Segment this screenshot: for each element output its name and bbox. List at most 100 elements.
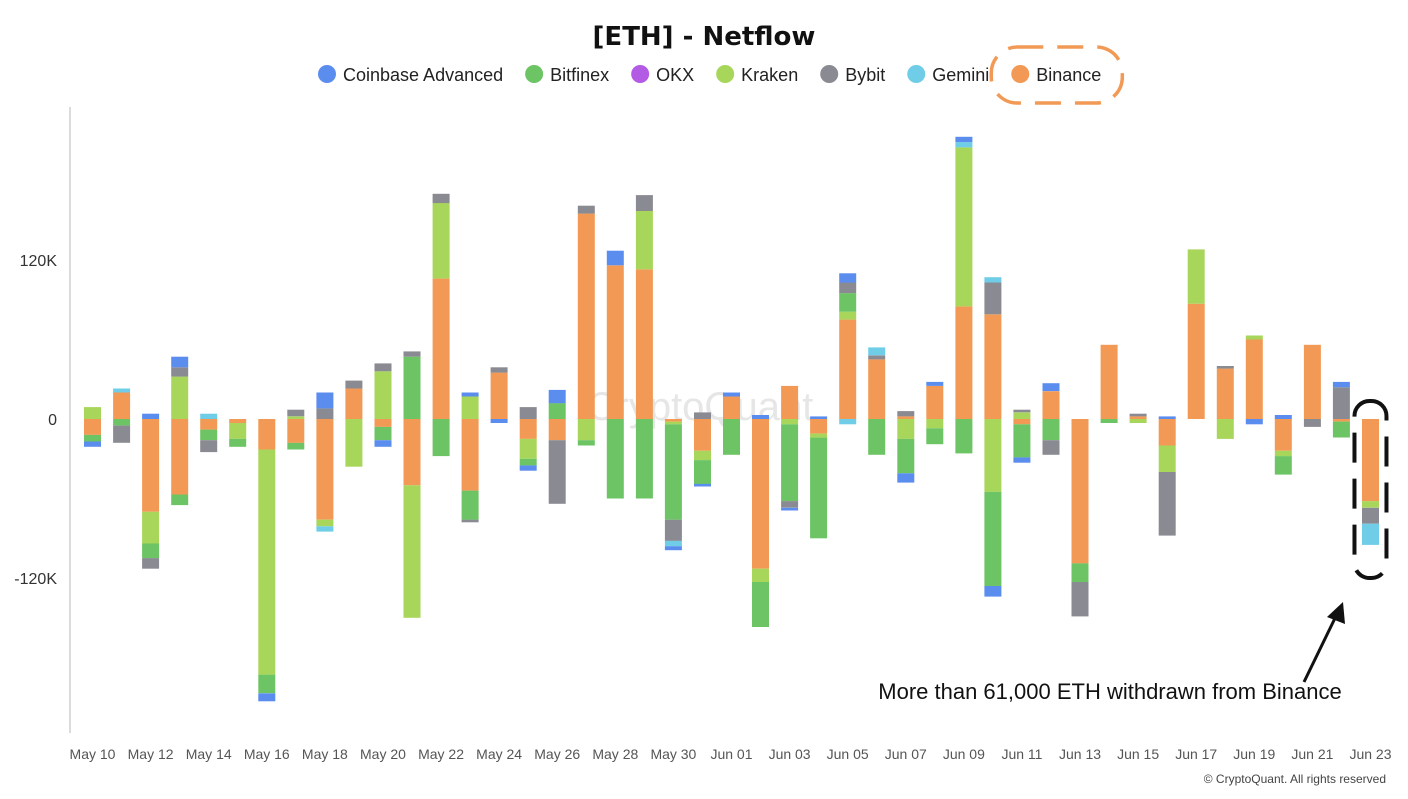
bar-bitfinex-jun-06 (868, 419, 886, 455)
bar-kraken-jun-18 (1216, 419, 1234, 439)
bar-binance-may-11 (113, 392, 131, 419)
legend-swatch-bybit (820, 65, 839, 83)
bar-bitfinex-may-30 (664, 424, 682, 520)
bar-bitfinex-may-22 (432, 419, 450, 457)
bar-kraken-may-16 (258, 449, 276, 675)
bar-kraken-may-10 (84, 407, 101, 419)
bar-binance-jun-16 (1158, 419, 1176, 446)
bar-bitfinex-jun-22 (1332, 421, 1350, 438)
bar-coinbase-advanced-may-31 (694, 483, 711, 487)
bar-coinbase-advanced-may-24 (490, 419, 508, 423)
bar-binance-jun-11 (1013, 419, 1031, 425)
bar-binance-jun-03 (781, 385, 799, 419)
x-tick-label: Jun 23 (1349, 746, 1391, 762)
bar-binance-may-28 (606, 265, 624, 419)
bar-binance-may-14 (200, 419, 218, 430)
annotation-arrowhead (1327, 602, 1345, 624)
bar-coinbase-advanced-may-18 (316, 392, 334, 409)
bar-binance-may-23 (461, 419, 479, 491)
bar-coinbase-advanced-jun-20 (1274, 415, 1292, 419)
legend-label-bitfinex: Bitfinex (550, 65, 609, 85)
bar-bybit-may-29 (635, 195, 653, 211)
bar-gemini-may-11 (113, 388, 131, 393)
bar-bitfinex-may-15 (229, 438, 247, 447)
bar-binance-may-30 (664, 419, 682, 422)
bar-kraken-may-19 (345, 419, 363, 467)
bar-gemini-jun-09 (955, 142, 973, 148)
bar-bybit-may-18 (316, 408, 334, 419)
x-tick-label: May 26 (534, 746, 580, 762)
bar-gemini-may-30 (664, 540, 682, 547)
bar-bitfinex-may-12 (142, 543, 160, 559)
bar-bitfinex-jun-07 (897, 438, 915, 474)
bar-bybit-jun-05 (839, 282, 857, 294)
y-axis: 120K 0 -120K (14, 253, 57, 588)
bar-bitfinex-jun-03 (781, 424, 799, 502)
x-tick-label: Jun 05 (827, 746, 869, 762)
bar-bitfinex-may-21 (403, 356, 421, 419)
legend-highlight-binance (989, 45, 1125, 105)
bar-coinbase-advanced-jun-03 (781, 507, 799, 511)
legend-swatch-gemini (907, 65, 926, 83)
bar-binance-jun-07 (897, 416, 915, 419)
bar-coinbase-advanced-may-10 (84, 441, 101, 447)
bar-coinbase-advanced-may-23 (461, 392, 479, 397)
x-tick-label: May 30 (650, 746, 696, 762)
bar-binance-may-26 (548, 419, 566, 441)
x-tick-label: Jun 03 (769, 746, 811, 762)
bar-bitfinex-may-13 (171, 494, 189, 506)
x-tick-label: Jun 15 (1117, 746, 1159, 762)
bar-kraken-may-27 (577, 419, 595, 441)
bar-bitfinex-may-27 (577, 440, 595, 446)
annotation-text: More than 61,000 ETH withdrawn from Bina… (878, 679, 1341, 704)
bar-bitfinex-jun-13 (1071, 563, 1089, 582)
bar-kraken-may-12 (142, 511, 160, 544)
x-tick-label: May 28 (592, 746, 638, 762)
bar-kraken-may-13 (171, 376, 189, 419)
bars (84, 136, 1379, 702)
bar-bybit-may-14 (200, 440, 218, 453)
x-axis: May 10 May 12 May 14 May 16 May 18 May 20 May … (70, 746, 1392, 762)
bar-coinbase-advanced-jun-10 (984, 586, 1002, 597)
bar-binance-jun-04 (810, 419, 828, 434)
bar-coinbase-advanced-jun-08 (926, 381, 944, 386)
bar-binance-jun-12 (1042, 391, 1060, 419)
bar-coinbase-advanced-jun-22 (1332, 381, 1350, 388)
x-tick-label: May 16 (244, 746, 290, 762)
x-tick-label: May 10 (70, 746, 116, 762)
bar-bybit-jun-16 (1158, 472, 1176, 536)
highlight-box-jun-23 (1352, 399, 1389, 580)
bar-bybit-jun-21 (1303, 419, 1321, 427)
bar-bitfinex-may-23 (461, 490, 479, 520)
bar-binance-jun-21 (1303, 344, 1321, 419)
legend-label-gemini: Gemini (932, 65, 989, 85)
bar-binance-jun-01 (723, 396, 740, 419)
bar-kraken-jun-16 (1158, 445, 1176, 472)
legend-swatch-okx (631, 65, 650, 83)
x-tick-label: May 20 (360, 746, 406, 762)
bar-bybit-jun-23 (1362, 507, 1379, 524)
bar-kraken-may-29 (635, 211, 653, 270)
bar-gemini-jun-05 (839, 419, 857, 425)
bar-bybit-may-30 (664, 519, 682, 541)
bar-binance-may-15 (229, 419, 247, 423)
bar-kraken-may-30 (664, 421, 682, 425)
x-tick-label: May 24 (476, 746, 522, 762)
bar-bybit-jun-15 (1129, 413, 1147, 417)
bar-bybit-jun-22 (1332, 387, 1350, 419)
bar-coinbase-advanced-may-16 (258, 693, 276, 702)
bar-coinbase-advanced-jun-07 (897, 473, 915, 483)
bar-bitfinex-jun-05 (839, 293, 857, 312)
bar-binance-may-20 (374, 419, 392, 427)
bar-gemini-may-14 (200, 413, 218, 419)
bar-bitfinex-may-31 (694, 460, 711, 484)
legend-swatch-bitfinex (525, 65, 544, 83)
bar-binance-jun-06 (868, 359, 886, 419)
x-tick-label: Jun 11 (1001, 746, 1042, 762)
bar-bybit-may-20 (374, 363, 392, 372)
bar-bybit-may-13 (171, 367, 189, 377)
bar-bitfinex-jun-11 (1013, 424, 1031, 458)
bar-coinbase-advanced-jun-12 (1042, 383, 1060, 392)
bar-bitfinex-may-20 (374, 426, 392, 441)
